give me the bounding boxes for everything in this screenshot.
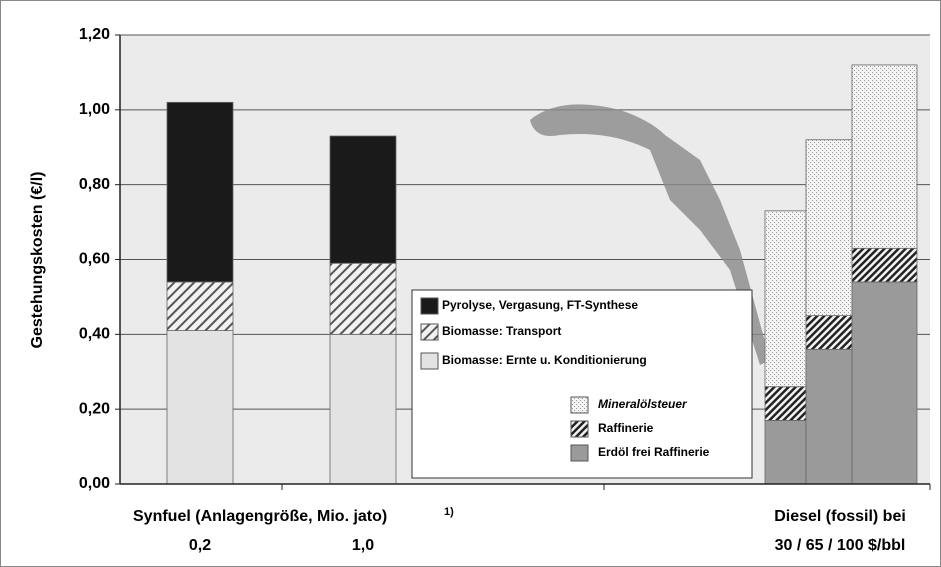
- y-tick-label: 1,00: [79, 101, 110, 118]
- legend-label: Pyrolyse, Vergasung, FT-Synthese: [442, 298, 638, 312]
- y-tick-label: 0,40: [79, 326, 110, 343]
- y-tick-label: 0,80: [79, 176, 110, 193]
- bar-segment: [806, 140, 852, 316]
- legend-label: Biomasse: Transport: [442, 324, 561, 338]
- legend-label: Raffinerie: [598, 421, 654, 435]
- x-tick-label: 0,2: [189, 537, 211, 554]
- legend-label: Mineralölsteuer: [598, 397, 688, 411]
- bar-segment: [330, 136, 396, 263]
- y-axis-label: Gestehungskosten (€/l): [29, 172, 46, 349]
- bar-segment: [765, 211, 806, 387]
- legend-swatch: [421, 324, 438, 340]
- y-tick-label: 0,60: [79, 251, 110, 268]
- bar-segment: [765, 420, 806, 484]
- footnote-mark: 1): [444, 506, 454, 518]
- y-tick-label: 1,20: [79, 26, 110, 43]
- bar-segment: [167, 102, 233, 282]
- y-tick-label: 0,00: [79, 475, 110, 492]
- group-label: Diesel (fossil) bei: [774, 508, 906, 525]
- legend-swatch: [571, 445, 588, 461]
- bar-segment: [330, 334, 396, 484]
- x-tick-label: 1,0: [352, 537, 374, 554]
- chart: Gestehungskosten (€/l) Synfuel (Anlageng…: [0, 0, 941, 567]
- legend-swatch: [421, 353, 438, 369]
- legend-swatch: [571, 421, 588, 437]
- legend-label: Biomasse: Ernte u. Konditionierung: [442, 353, 647, 367]
- legend-label: Erdöl frei Raffinerie: [598, 445, 710, 459]
- bar-segment: [852, 282, 917, 484]
- group-sublabel: 30 / 65 / 100 $/bbl: [775, 537, 906, 554]
- bar-segment: [806, 316, 852, 350]
- bar-segment: [330, 263, 396, 334]
- bar-segment: [806, 349, 852, 484]
- bar-segment: [765, 387, 806, 421]
- group-label: Synfuel (Anlagengröße, Mio. jato): [133, 508, 387, 525]
- y-tick-label: 0,20: [79, 400, 110, 417]
- bar-segment: [167, 282, 233, 331]
- bar-segment: [167, 331, 233, 484]
- legend-swatch: [571, 397, 588, 413]
- bar-segment: [852, 248, 917, 282]
- bar-segment: [852, 65, 917, 248]
- legend-swatch: [421, 298, 438, 314]
